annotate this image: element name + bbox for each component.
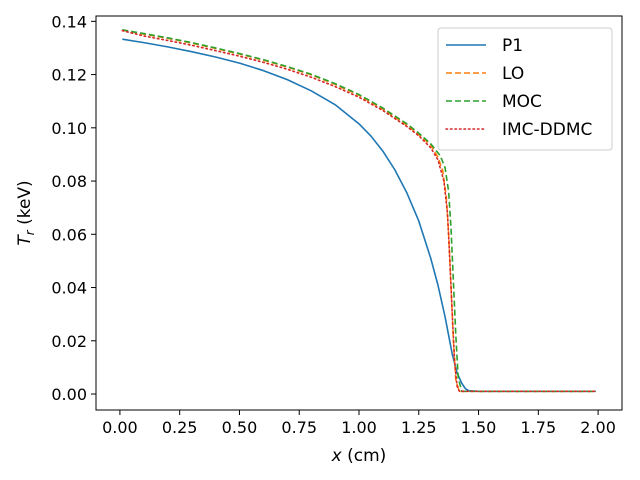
legend-label: P1 [502,36,523,56]
series-line-moc [122,29,596,393]
y-tick-label: 0.00 [51,385,87,404]
legend-label: LO [502,64,524,84]
x-axis-ticks: 0.00 0.25 0.50 0.75 1.00 1.25 1.50 1.75 2.00 [102,410,616,437]
y-tick-label: 0.08 [51,172,87,191]
y-axis-variable: T [15,234,35,246]
x-tick-label: 1.25 [401,418,437,437]
y-tick-label: 0.02 [51,332,87,351]
x-tick-label: 0.00 [102,418,138,437]
legend-label: IMC-DDMC [502,120,592,140]
x-tick-label: 1.00 [341,418,377,437]
series-line-p1 [122,38,596,393]
plot-area [95,15,623,411]
legend-label: MOC [502,92,542,112]
y-tick-label: 0.10 [51,119,87,138]
x-axis-unit: (cm) [347,446,386,466]
x-tick-label: 2.00 [580,418,616,437]
legend-box [437,27,613,151]
series-layer [121,29,597,393]
y-tick-label: 0.14 [51,12,87,31]
y-axis-label: Tr (keV) [15,180,37,245]
legend: P1 LO MOC IMC-DDMC [437,27,613,151]
x-tick-label: 0.50 [222,418,258,437]
x-tick-label: 1.50 [461,418,497,437]
y-axis-ticks: 0.00 0.02 0.04 0.06 0.08 0.10 0.12 0.14 [51,12,96,404]
y-axis-subscript: r [23,229,37,235]
y-tick-label: 0.12 [51,66,87,85]
y-tick-label: 0.06 [51,225,87,244]
x-tick-label: 0.25 [162,418,198,437]
series-line-imc-ddmc [121,29,597,393]
x-tick-label: 1.75 [521,418,557,437]
x-tick-label: 0.75 [281,418,317,437]
legend-entries: P1 LO MOC IMC-DDMC [445,36,592,140]
y-axis-unit: (keV) [15,180,35,225]
x-axis-label: x (cm) [331,446,387,466]
y-tick-label: 0.04 [51,279,87,298]
x-axis-variable: x [331,446,343,466]
